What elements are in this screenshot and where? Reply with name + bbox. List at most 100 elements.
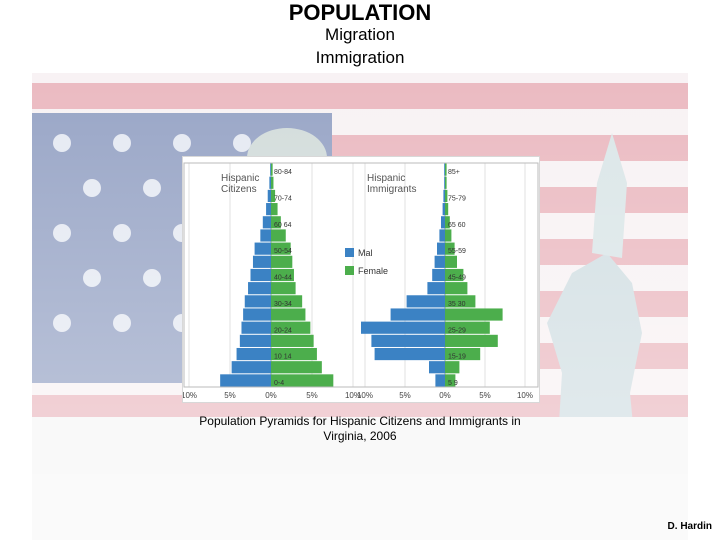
immigrants-female-bar bbox=[445, 163, 447, 176]
citizens-male-bar bbox=[239, 334, 271, 347]
immigrants-male-bar bbox=[427, 282, 445, 295]
citizens-age-label: 80-84 bbox=[274, 169, 292, 176]
citizens-male-bar bbox=[270, 163, 271, 176]
immigrants-male-bar bbox=[444, 176, 445, 189]
immigrants-female-bar bbox=[445, 361, 460, 374]
citizens-female-bar bbox=[271, 189, 276, 203]
citizens-female-bar bbox=[271, 255, 293, 268]
citizens-male-bar bbox=[244, 295, 271, 308]
citizens-x-tick-label: 0% bbox=[265, 391, 277, 400]
citizens-x-tick-label: 10% bbox=[183, 391, 197, 400]
immigrants-female-bar bbox=[445, 203, 449, 216]
citizens-female-bar bbox=[271, 163, 273, 176]
immigrants-female-bar bbox=[445, 216, 450, 229]
immigrants-male-bar bbox=[439, 229, 445, 242]
immigrants-male-bar bbox=[432, 268, 445, 282]
citizens-age-label: 70-74 bbox=[274, 196, 292, 203]
author-credit: D. Hardin bbox=[667, 521, 712, 532]
immigrants-x-tick-label: 10% bbox=[357, 391, 373, 400]
citizens-male-bar bbox=[252, 255, 271, 268]
citizens-female-bar bbox=[271, 203, 278, 216]
immigrants-age-label: 55-59 bbox=[448, 248, 466, 255]
immigrants-male-bar bbox=[371, 334, 445, 347]
immigrants-male-bar bbox=[442, 203, 445, 216]
immigrants-female-bar bbox=[445, 347, 481, 361]
citizens-female-bar bbox=[271, 216, 281, 229]
citizens-male-bar bbox=[266, 203, 271, 216]
immigrants-male-bar bbox=[435, 374, 445, 387]
immigrants-female-bar bbox=[445, 308, 503, 321]
citizens-female-bar bbox=[271, 295, 303, 308]
immigrants-age-label: 45-49 bbox=[448, 275, 466, 282]
citizens-female-bar bbox=[271, 347, 317, 361]
citizens-female-bar bbox=[271, 229, 286, 242]
immigrants-male-bar bbox=[443, 189, 445, 203]
citizens-title-line1: Hispanic bbox=[221, 173, 259, 184]
immigrants-male-bar bbox=[437, 242, 445, 255]
immigrants-female-bar bbox=[445, 334, 498, 347]
chart-frame bbox=[183, 162, 539, 388]
citizens-male-bar bbox=[248, 282, 271, 295]
citizens-age-label: 30-34 bbox=[274, 301, 292, 308]
slide-subtitle-immigration: Immigration bbox=[315, 48, 405, 67]
citizens-male-bar bbox=[220, 374, 271, 387]
citizens-x-tick-label: 5% bbox=[306, 391, 318, 400]
citizens-age-label: 0-4 bbox=[274, 380, 284, 387]
citizens-male-bar bbox=[260, 229, 271, 242]
immigrants-age-label: 65 60 bbox=[448, 222, 466, 229]
immigrants-male-bar bbox=[429, 361, 445, 374]
citizens-female-bar bbox=[271, 176, 274, 189]
immigrants-male-bar bbox=[444, 163, 445, 176]
immigrants-x-tick-label: 0% bbox=[439, 391, 451, 400]
immigrants-age-label: 15-19 bbox=[448, 354, 466, 361]
immigrants-female-bar bbox=[445, 268, 464, 282]
immigrants-female-bar bbox=[445, 255, 457, 268]
citizens-title-line2: Citizens bbox=[221, 184, 257, 195]
citizens-male-bar bbox=[267, 189, 271, 203]
immigrants-age-label: 75-79 bbox=[448, 196, 466, 203]
citizens-male-bar bbox=[250, 268, 271, 282]
immigrants-age-label: 25-29 bbox=[448, 327, 466, 334]
immigrants-x-tick-label: 5% bbox=[399, 391, 411, 400]
legend-male-swatch bbox=[345, 248, 354, 257]
citizens-male-bar bbox=[231, 361, 271, 374]
chart-caption: Population Pyramids for Hispanic Citizen… bbox=[199, 414, 521, 443]
immigrants-male-bar bbox=[406, 295, 445, 308]
immigrants-age-label: 5 9 bbox=[448, 380, 458, 387]
immigrants-male-bar bbox=[441, 216, 445, 229]
slide-subtitle-migration: Migration bbox=[325, 25, 395, 44]
citizens-age-label: 20-24 bbox=[274, 327, 292, 334]
immigrants-male-bar bbox=[434, 255, 445, 268]
citizens-male-bar bbox=[243, 308, 271, 321]
citizens-male-bar bbox=[254, 242, 271, 255]
citizens-female-bar bbox=[271, 282, 296, 295]
immigrants-age-label: 35 30 bbox=[448, 301, 466, 308]
immigrants-female-bar bbox=[445, 189, 448, 203]
citizens-age-label: 40-44 bbox=[274, 275, 292, 282]
citizens-age-label: 60 64 bbox=[274, 222, 292, 229]
population-pyramids-chart: 10% 5% 0% 5% 10% 80-84 70-74 60 64 50-54 40-44 30-… bbox=[183, 162, 539, 400]
citizens-male-bar bbox=[236, 347, 271, 361]
citizens-x-tick-label: 10% bbox=[345, 391, 361, 400]
citizens-male-bar bbox=[241, 321, 271, 334]
citizens-female-bar bbox=[271, 361, 322, 374]
immigrants-x-tick-label: 5% bbox=[479, 391, 491, 400]
citizens-female-bar bbox=[271, 374, 334, 387]
legend-male-label: Mal bbox=[358, 248, 373, 258]
citizens-female-bar bbox=[271, 334, 314, 347]
immigrants-male-bar bbox=[374, 347, 445, 361]
citizens-age-label: 10 14 bbox=[274, 354, 292, 361]
slide-title: POPULATION bbox=[288, 0, 432, 25]
citizens-female-bar bbox=[271, 268, 294, 282]
citizens-female-bar bbox=[271, 308, 306, 321]
immigrants-x-tick-label: 10% bbox=[517, 391, 533, 400]
immigrants-title-line2: Immigrants bbox=[367, 184, 416, 195]
immigrants-age-label: 85+ bbox=[448, 169, 460, 176]
immigrants-female-bar bbox=[445, 242, 455, 255]
legend-female-swatch bbox=[345, 266, 354, 275]
immigrants-male-bar bbox=[390, 308, 445, 321]
immigrants-female-bar bbox=[445, 374, 456, 387]
immigrants-female-bar bbox=[445, 229, 452, 242]
citizens-female-bar bbox=[271, 321, 311, 334]
immigrants-male-bar bbox=[361, 321, 445, 334]
